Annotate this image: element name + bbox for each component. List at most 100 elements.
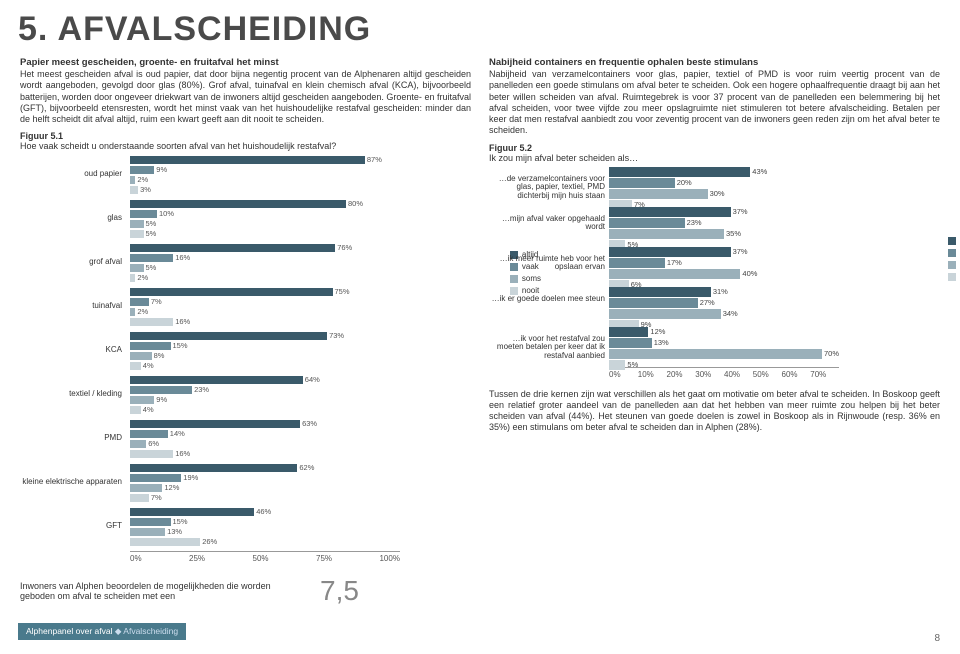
fig2-bar — [609, 258, 665, 268]
fig2-value-label: 43% — [750, 167, 767, 176]
fig1-category-label: KCA — [18, 345, 126, 354]
fig1-bar — [130, 430, 168, 438]
fig1-value-label: 87% — [365, 155, 382, 164]
fig1-bar — [130, 396, 154, 404]
fig2-bar — [609, 178, 675, 188]
fig1-bar — [130, 264, 144, 272]
fig2-axis-tick: 40% — [724, 370, 753, 379]
fig1-bar — [130, 518, 171, 526]
fig1-value-label: 15% — [171, 517, 188, 526]
fig1-value-label: 16% — [173, 253, 190, 262]
fig1-row: oud papier87%9%2%3% — [130, 155, 400, 194]
fig1-bar — [130, 156, 365, 164]
legend-swatch-icon — [948, 273, 956, 281]
fig2-value-label: 70% — [822, 349, 839, 358]
fig1-bar — [130, 254, 173, 262]
fig1-value-label: 2% — [135, 273, 148, 282]
fig1-value-label: 2% — [135, 307, 148, 316]
fig1-value-label: 16% — [173, 449, 190, 458]
fig2-legend-item: neutraal — [948, 249, 960, 258]
figure-5-1-chart: oud papier87%9%2%3%glas80%10%5%5%grof af… — [20, 155, 471, 563]
fig1-axis-tick: 100% — [379, 554, 399, 563]
fig2-row: …mijn afval vaker opgehaald wordt37%23%3… — [609, 207, 839, 241]
fig1-value-label: 6% — [146, 439, 159, 448]
fig2-axis-tick: 50% — [753, 370, 782, 379]
fig1-bar — [130, 494, 149, 502]
fig1-value-label: 46% — [254, 507, 271, 516]
fig2-category-label: …ik voor het restafval zou moeten betale… — [487, 335, 605, 361]
fig1-value-label: 62% — [297, 463, 314, 472]
fig1-bar — [130, 464, 297, 472]
fig2-axis-tick: 0% — [609, 370, 638, 379]
fig2-bar — [609, 229, 724, 239]
fig2-row: …ik er goede doelen mee steun31%27%34%9% — [609, 287, 839, 321]
fig1-bar — [130, 210, 157, 218]
fig1-value-label: 80% — [346, 199, 363, 208]
fig2-axis-tick: 30% — [695, 370, 724, 379]
fig1-axis-tick: 50% — [253, 554, 269, 563]
fig2-value-label: 37% — [731, 247, 748, 256]
legend-swatch-icon — [948, 249, 956, 257]
fig1-bar — [130, 420, 300, 428]
fig1-value-label: 5% — [144, 219, 157, 228]
fig2-bar — [609, 298, 698, 308]
fig1-value-label: 2% — [135, 175, 148, 184]
fig2-bar — [609, 167, 750, 177]
page-number: 8 — [934, 633, 940, 644]
footer-bar: Alphenpanel over afval ◆ Afvalscheiding — [18, 623, 186, 640]
fig2-label: Figuur 5.2 — [489, 143, 940, 153]
fig1-row: PMD63%14%6%16% — [130, 419, 400, 458]
fig1-value-label: 63% — [300, 419, 317, 428]
fig1-axis-tick: 75% — [316, 554, 332, 563]
fig2-row: …ik meer ruimte heb voor het opslaan erv… — [609, 247, 839, 281]
fig1-axis-tick: 25% — [189, 554, 205, 563]
fig2-bar — [609, 287, 711, 297]
fig2-row: …ik voor het restafval zou moeten betale… — [609, 327, 839, 361]
fig2-subtitle: Ik zou mijn afval beter scheiden als… — [489, 153, 940, 163]
fig1-value-label: 19% — [181, 473, 198, 482]
fig2-axis-tick: 70% — [810, 370, 839, 379]
fig1-value-label: 15% — [171, 341, 188, 350]
fig2-bar — [609, 309, 721, 319]
fig2-value-label: 5% — [625, 360, 638, 369]
fig1-value-label: 7% — [149, 493, 162, 502]
fig2-value-label: 12% — [648, 327, 665, 336]
fig1-row: KCA73%15%8%4% — [130, 331, 400, 370]
fig1-bar — [130, 484, 162, 492]
fig2-category-label: …ik er goede doelen mee steun — [487, 295, 605, 304]
fig1-value-label: 26% — [200, 537, 217, 546]
left-column: Papier meest gescheiden, groente- en fru… — [20, 57, 471, 607]
fig1-bar — [130, 352, 152, 360]
fig1-value-label: 16% — [173, 317, 190, 326]
fig1-subtitle: Hoe vaak scheidt u onderstaande soorten … — [20, 141, 471, 151]
fig2-row: …de verzamelcontainers voor glas, papier… — [609, 167, 839, 201]
fig1-category-label: PMD — [18, 433, 126, 442]
fig2-value-label: 40% — [740, 269, 757, 278]
fig1-bar — [130, 474, 181, 482]
fig2-axis-tick: 60% — [782, 370, 811, 379]
fig1-value-label: 12% — [162, 483, 179, 492]
fig1-row: grof afval76%16%5%2% — [130, 243, 400, 282]
fig1-value-label: 76% — [335, 243, 352, 252]
fig1-value-label: 5% — [144, 263, 157, 272]
fig1-value-label: 9% — [154, 165, 167, 174]
fig1-row: GFT46%15%13%26% — [130, 507, 400, 546]
fig1-category-label: glas — [18, 213, 126, 222]
fig1-bar — [130, 538, 200, 546]
fig1-bar — [130, 200, 346, 208]
fig2-bar — [609, 360, 625, 370]
fig1-value-label: 14% — [168, 429, 185, 438]
fig2-value-label: 30% — [708, 189, 725, 198]
fig2-bar — [609, 338, 652, 348]
fig2-bar — [609, 269, 740, 279]
fig1-category-label: tuinafval — [18, 301, 126, 310]
left-heading: Papier meest gescheiden, groente- en fru… — [20, 57, 471, 68]
bottom-note-text: Inwoners van Alphen beoordelen de mogeli… — [20, 581, 290, 601]
fig2-bar — [609, 327, 648, 337]
score-value: 7,5 — [320, 575, 359, 607]
footer-sub: Afvalscheiding — [123, 626, 178, 636]
fig2-category-label: …de verzamelcontainers voor glas, papier… — [487, 175, 605, 201]
fig1-bar — [130, 440, 146, 448]
fig1-row: glas80%10%5%5% — [130, 199, 400, 238]
fig2-axis-tick: 10% — [638, 370, 667, 379]
